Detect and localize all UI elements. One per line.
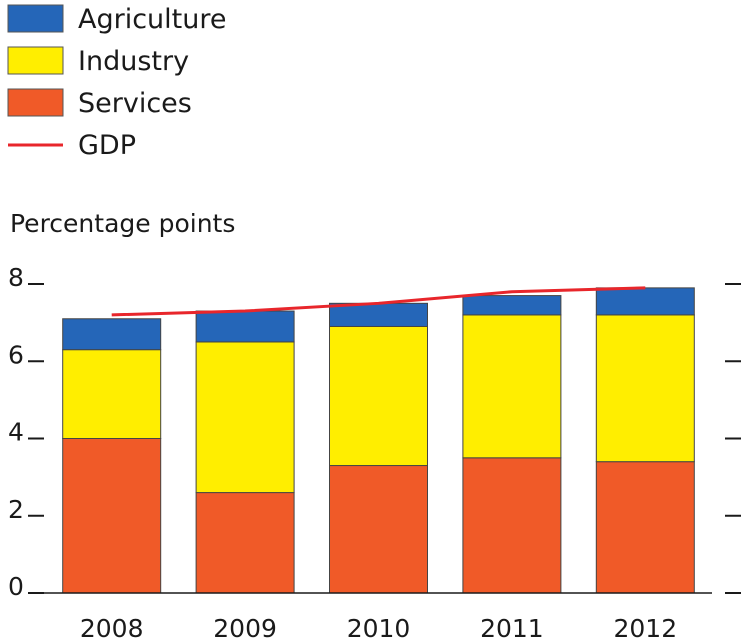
y-tick-label: 0 [8,572,24,601]
bar-agriculture-2011 [462,295,562,316]
bar-industry-2011 [462,314,562,459]
bar-services-2012 [595,461,695,594]
bar-agriculture-2012 [595,287,695,316]
legend-label-agriculture: Agriculture [78,4,227,35]
y-tick-label: 2 [8,495,24,524]
x-tick-label-2008: 2008 [80,614,144,641]
x-tick-label-2012: 2012 [613,614,677,641]
legend-swatch-industry [7,46,64,75]
bar-agriculture-2008 [62,318,162,351]
bar-industry-2010 [329,325,428,467]
bar-services-2009 [195,492,295,594]
bar-services-2010 [329,465,428,594]
legend-swatch-services [7,88,64,117]
y-tick-label: 4 [8,418,24,447]
bar-industry-2008 [62,349,162,440]
legend: Agriculture Industry Services GDP [7,4,227,161]
y-axis-right [725,283,741,594]
x-tick-label-2011: 2011 [480,614,544,641]
y-tick-label: 6 [8,340,24,369]
bar-agriculture-2009 [195,310,295,343]
x-axis: 2008 2009 2010 2011 2012 [43,592,712,641]
bar-services-2011 [462,457,562,594]
x-tick-label-2010: 2010 [347,614,411,641]
bar-services-2008 [62,438,162,594]
bars [62,287,695,594]
y-tick-label: 8 [8,263,24,292]
bar-industry-2012 [595,314,695,463]
y-axis-label: Percentage points [10,209,235,238]
legend-label-services: Services [78,88,192,119]
bar-industry-2009 [195,341,295,494]
legend-label-industry: Industry [78,46,189,77]
gdp-line [111,286,646,317]
legend-label-gdp: GDP [78,130,136,161]
gdp-line-group [111,286,646,317]
x-tick-label-2009: 2009 [213,614,277,641]
y-axis-left: 0 2 4 6 8 [8,263,44,601]
legend-swatch-agriculture [7,4,64,33]
